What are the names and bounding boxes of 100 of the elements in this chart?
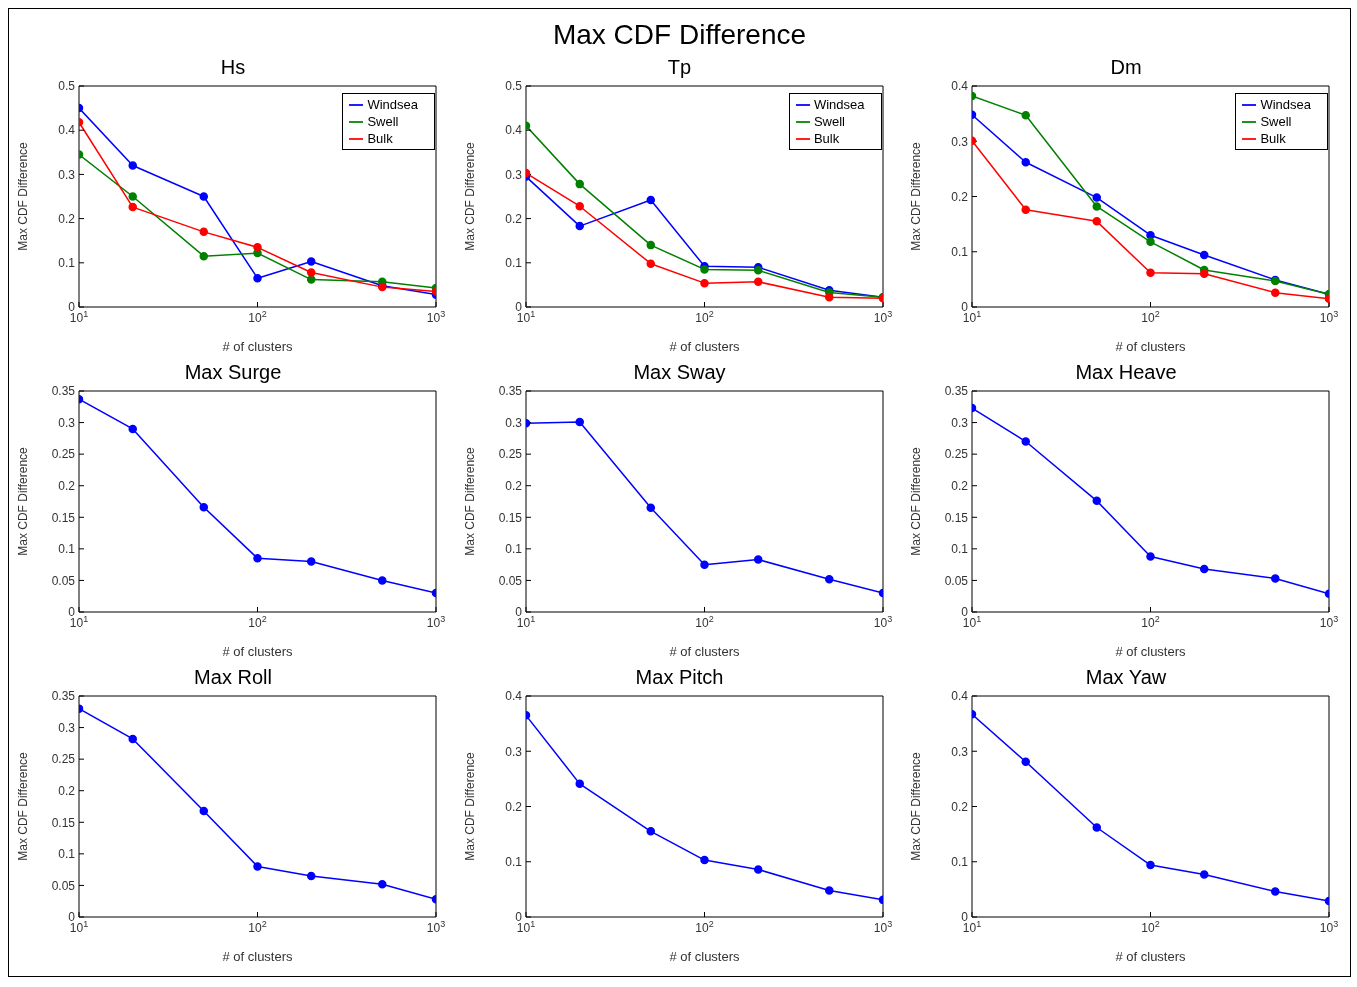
x-tick-label: 10$^{3}$ [1319,919,1339,935]
y-tick-label: 0.25 [51,447,76,462]
y-axis-title: Max CDF Difference [462,751,477,861]
y-tick-label: 0.3 [951,744,969,759]
y-tick-label: 0.4 [504,689,522,704]
chart-title: Max Sway [632,360,727,384]
chart-title: Hs [219,55,247,79]
y-tick-label: 0.15 [51,815,76,830]
y-tick-label: 0.2 [58,211,76,226]
x-axis-title: # of clusters [668,644,740,659]
y-tick-label: 0.15 [51,510,76,525]
y-axis-title: Max CDF Difference [16,446,31,556]
x-tick-label: 10$^{2}$ [1141,614,1160,630]
chart-title: Max Yaw [1084,665,1168,689]
y-tick-label: 0.2 [951,189,969,204]
legend-label: Swell [367,114,399,129]
x-tick-label: 10$^{2}$ [694,919,714,935]
y-axis-title: Max CDF Difference [16,141,31,251]
legend-label: Windsea [1260,97,1311,112]
y-tick-label: 0.35 [51,689,76,704]
x-tick-label: 10$^{2}$ [1141,919,1160,935]
x-tick-label: 10$^{3}$ [426,309,446,325]
y-tick-label: 0.3 [504,167,522,182]
x-axis-title: # of clusters [1115,339,1187,354]
x-axis-title: # of clusters [222,339,294,354]
x-tick-label: 10$^{3}$ [873,614,892,630]
x-tick-label: 10$^{2}$ [248,919,267,935]
text: Max CDF Difference [551,18,808,52]
y-tick-label: 0.35 [51,384,76,399]
y-tick-label: 0.05 [51,878,76,893]
y-tick-label: 0.15 [498,510,522,525]
y-axis-title: Max CDF Difference [16,751,31,861]
chart-title: Tp [666,55,693,79]
y-tick-label: 0.2 [504,478,522,493]
x-tick-label: 10$^{2}$ [248,309,267,325]
x-tick-label: 10$^{3}$ [426,614,446,630]
legend-label: Bulk [367,131,393,146]
x-tick-label: 10$^{3}$ [873,919,892,935]
y-tick-label: 0.5 [58,79,76,94]
y-tick-label: 0.4 [951,79,969,94]
y-tick-label: 0.15 [944,510,969,525]
y-axis-title: Max CDF Difference [462,446,477,556]
y-tick-label: 0.1 [951,855,969,870]
y-tick-label: 0.35 [944,384,969,399]
y-axis-title: Max CDF Difference [909,751,924,861]
y-tick-label: 0.2 [951,799,969,814]
legend-label: Bulk [813,131,840,146]
x-tick-label: 10$^{2}$ [694,309,714,325]
x-axis-title: # of clusters [1115,644,1187,659]
y-tick-label: 0.4 [951,689,969,704]
y-tick-label: 0.25 [498,447,522,462]
y-tick-label: 0.1 [504,256,522,271]
x-tick-label: 10$^{3}$ [873,309,892,325]
y-axis-title: Max CDF Difference [462,141,477,251]
y-tick-label: 0.3 [58,720,76,735]
x-tick-label: 10$^{2}$ [248,614,267,630]
y-tick-label: 0.05 [51,573,76,588]
y-tick-label: 0.35 [498,384,522,399]
y-tick-label: 0.2 [504,799,522,814]
legend-label: Windsea [813,97,865,112]
x-tick-label: 10$^{2}$ [1141,309,1160,325]
legend-label: Bulk [1260,131,1286,146]
y-tick-label: 0.1 [58,256,76,271]
y-tick-label: 0.5 [504,79,522,94]
y-tick-label: 0.2 [504,211,522,226]
y-axis-title: Max CDF Difference [909,141,924,251]
y-tick-label: 0.3 [504,744,522,759]
y-tick-label: 0.1 [951,542,969,557]
y-tick-label: 0.1 [504,855,522,870]
y-tick-label: 0.2 [951,478,969,493]
chart-title: Dm [1109,55,1143,79]
y-tick-label: 0.1 [58,847,76,862]
chart-title: Max Heave [1074,360,1178,384]
y-tick-label: 0.1 [504,542,522,557]
x-axis-title: # of clusters [222,644,294,659]
x-tick-label: 10$^{2}$ [694,614,714,630]
y-tick-label: 0.3 [58,167,76,182]
y-tick-label: 0.2 [58,478,76,493]
x-axis-title: # of clusters [668,949,740,964]
chart-title: Max Roll [193,665,273,689]
y-tick-label: 0.3 [951,415,969,430]
y-tick-label: 0.3 [951,134,969,149]
y-tick-label: 0.4 [504,123,522,138]
legend-label: Swell [1260,114,1292,129]
y-tick-label: 0.4 [58,123,76,138]
y-tick-label: 0.25 [51,752,76,767]
chart-title: Max Pitch [634,665,725,689]
legend-label: Swell [813,114,845,129]
x-axis-title: # of clusters [222,949,294,964]
y-tick-label: 0.05 [944,573,969,588]
x-tick-label: 10$^{3}$ [1319,309,1339,325]
x-tick-label: 10$^{3}$ [1319,614,1339,630]
x-axis-title: # of clusters [668,339,740,354]
x-axis-title: # of clusters [1115,949,1187,964]
y-tick-label: 0.3 [58,415,76,430]
y-tick-label: 0.25 [944,447,969,462]
y-tick-label: 0.2 [58,783,76,798]
y-tick-label: 0.1 [951,245,969,260]
y-tick-label: 0.3 [504,415,522,430]
legend-label: Windsea [367,97,418,112]
